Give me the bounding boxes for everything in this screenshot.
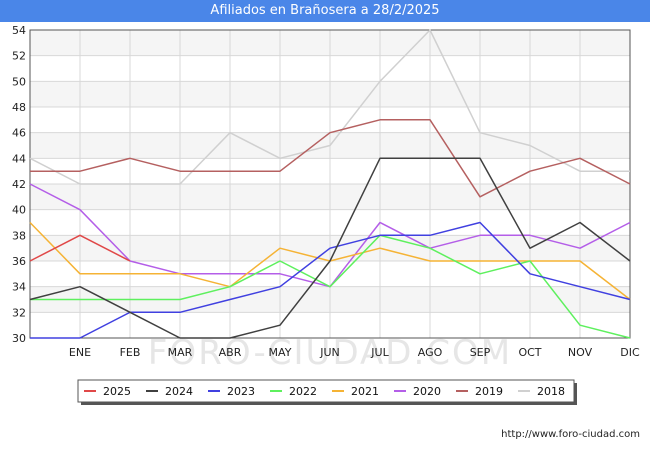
- y-tick-label: 46: [12, 127, 26, 140]
- y-tick-label: 52: [12, 50, 26, 63]
- source-credit: http://www.foro-ciudad.com: [501, 429, 640, 440]
- y-axis-ticks: 30 32 34 36 38 40 42 44 46 48 50 52 54: [12, 24, 26, 345]
- legend-label-2022: 2022: [289, 385, 317, 398]
- series-line-2018: [29, 29, 630, 185]
- legend-label-2025: 2025: [103, 385, 131, 398]
- y-tick-label: 32: [12, 306, 26, 319]
- legend-label-2018: 2018: [537, 385, 565, 398]
- x-tick-label: NOV: [568, 346, 593, 359]
- y-tick-label: 36: [12, 255, 26, 268]
- legend-label-2023: 2023: [227, 385, 255, 398]
- y-tick-label: 34: [12, 281, 26, 294]
- legend: 2025 2024 2023 2022 2021 2020 2019 2018: [77, 379, 577, 405]
- y-tick-label: 40: [12, 204, 26, 217]
- series-line-2019: [30, 119, 631, 198]
- x-tick-label: SEP: [470, 346, 491, 359]
- legend-box: [77, 379, 575, 403]
- x-tick-label: FEB: [120, 346, 141, 359]
- y-tick-label: 44: [12, 152, 26, 165]
- legend-label-2024: 2024: [165, 385, 193, 398]
- y-tick-label: 54: [12, 24, 26, 37]
- series-line-2022: [30, 234, 631, 339]
- x-axis-ticks: ENE FEB MAR ABR MAY JUN JUL AGO SEP OCT NOV DIC: [69, 346, 640, 359]
- y-tick-label: 50: [12, 75, 26, 88]
- x-tick-label: MAR: [168, 346, 193, 359]
- y-tick-label: 42: [12, 178, 26, 191]
- x-tick-label: JUL: [370, 346, 389, 359]
- x-tick-label: ABR: [219, 346, 242, 359]
- y-tick-label: 48: [12, 101, 26, 114]
- x-tick-label: OCT: [518, 346, 541, 359]
- x-tick-label: MAY: [269, 346, 292, 359]
- legend-label-2021: 2021: [351, 385, 379, 398]
- series-lines: [29, 29, 631, 339]
- series-line-2025: [29, 234, 131, 262]
- x-tick-label: JUN: [319, 346, 340, 359]
- x-tick-label: ENE: [69, 346, 91, 359]
- legend-label-2019: 2019: [475, 385, 503, 398]
- x-tick-label: DIC: [620, 346, 640, 359]
- y-tick-label: 30: [12, 332, 26, 345]
- y-tick-label: 38: [12, 229, 26, 242]
- series-line-2024: [29, 157, 631, 339]
- chart-title: Afiliados en Brañosera a 28/2/2025: [0, 0, 650, 22]
- watermark: FORO-CIUDAD.COM: [148, 333, 512, 373]
- x-tick-label: AGO: [418, 346, 443, 359]
- legend-label-2020: 2020: [413, 385, 441, 398]
